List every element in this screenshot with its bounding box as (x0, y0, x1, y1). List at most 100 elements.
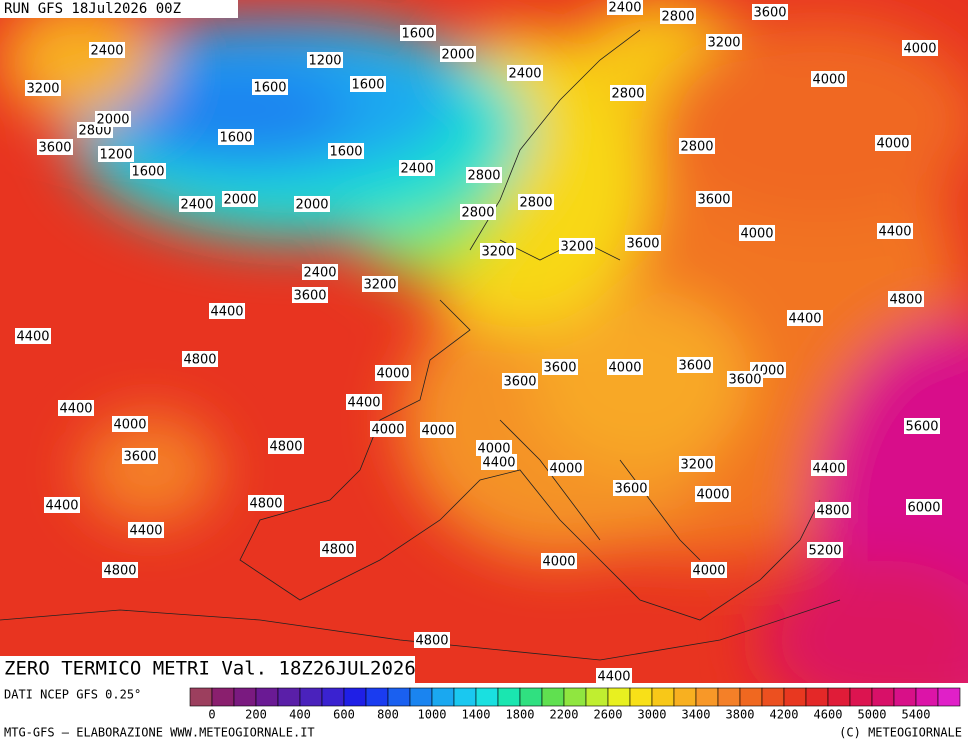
label-box (89, 42, 125, 58)
contour-label: 1600 (329, 145, 362, 160)
colorbar-tick-label: 400 (289, 708, 311, 722)
label-box (787, 310, 823, 326)
swatch (717, 687, 741, 707)
swatch (585, 687, 609, 707)
swatch (629, 687, 653, 707)
contour-label: 4800 (889, 293, 922, 308)
swatch (805, 687, 829, 707)
swatch (299, 687, 323, 707)
colorbar-tick-label: 5400 (902, 708, 931, 722)
swatch (607, 687, 631, 707)
contour-label: 5600 (905, 420, 938, 435)
swatch (761, 687, 785, 707)
contour-label: 3600 (38, 141, 71, 156)
contour-label: 1600 (351, 78, 384, 93)
label-box (752, 4, 788, 20)
contour-label: 2800 (519, 196, 552, 211)
label-box (248, 495, 284, 511)
colorbar: 0 200 400 600 800 1000 1400 1800 2200 2600 3000 340… (189, 687, 961, 722)
contour-label: 3600 (614, 482, 647, 497)
contour-label: 5200 (808, 544, 841, 559)
label-box (399, 160, 435, 176)
title-box (0, 656, 415, 683)
label-box (182, 351, 218, 367)
label-box (346, 394, 382, 410)
label-box (294, 196, 330, 212)
colorbar-tick-label: 1400 (462, 708, 491, 722)
contour-label: 4800 (249, 497, 282, 512)
swatch (343, 687, 367, 707)
contour-label: 4000 (477, 442, 510, 457)
label-box (15, 328, 51, 344)
source: DATI NCEP GFS 0.25° (4, 688, 141, 702)
label-box (95, 111, 131, 127)
swatch (255, 687, 279, 707)
label-box (607, 0, 643, 15)
contour-label: 4400 (812, 462, 845, 477)
label-box (902, 40, 938, 56)
contour-label: 4400 (129, 524, 162, 539)
contour-label: 3600 (728, 373, 761, 388)
swatch (673, 687, 697, 707)
contour-label: 3600 (503, 375, 536, 390)
colorbar-tick-label: 1000 (418, 708, 447, 722)
label-box (877, 223, 913, 239)
label-box (625, 235, 661, 251)
label-box (209, 303, 245, 319)
label-box (328, 143, 364, 159)
label-box (370, 421, 406, 437)
contour-label: 4000 (812, 73, 845, 88)
contour-label: 4400 (45, 499, 78, 514)
label-box (811, 71, 847, 87)
swatch (915, 687, 939, 707)
colorbar-tick-label: 200 (245, 708, 267, 722)
label-box (130, 163, 166, 179)
label-box (128, 522, 164, 538)
label-box (440, 46, 476, 62)
map-title: ZERO TERMICO METRI Val. 18Z26JUL2026 (4, 658, 416, 680)
label-box (696, 191, 732, 207)
contour-label: 4400 (347, 396, 380, 411)
contour-label: 4000 (113, 418, 146, 433)
contour-label: 3600 (543, 361, 576, 376)
colorbar-tick-label: 4600 (814, 708, 843, 722)
label-box (362, 276, 398, 292)
label-box (414, 632, 450, 648)
swatch (937, 687, 961, 707)
contour-label: 4800 (321, 543, 354, 558)
label-box (502, 373, 538, 389)
label-box (400, 25, 436, 41)
contour-label: 4400 (210, 305, 243, 320)
contour-label: 2000 (96, 113, 129, 128)
label-box (102, 562, 138, 578)
swatch (233, 687, 257, 707)
label-box (466, 167, 502, 183)
label-box (218, 129, 254, 145)
contour-label: 4400 (597, 670, 630, 685)
contour-label: 2400 (608, 1, 641, 16)
colorbar-tick-label: 2600 (594, 708, 623, 722)
contour-label: 4000 (692, 564, 725, 579)
label-box (58, 400, 94, 416)
map (0, 0, 968, 683)
label-box (320, 541, 356, 557)
label-box (906, 499, 942, 515)
label-box (541, 553, 577, 569)
colorbar-tick-label: 600 (333, 708, 355, 722)
contour-label: 3200 (26, 82, 59, 97)
contour-label: 4000 (740, 227, 773, 242)
label-box (815, 502, 851, 518)
contour-label: 3600 (626, 237, 659, 252)
label-box (307, 52, 343, 68)
contour-label: 3200 (363, 278, 396, 293)
label-box (875, 135, 911, 151)
colorbar-tick-label: 4200 (770, 708, 799, 722)
label-box (679, 456, 715, 472)
swatch (211, 687, 235, 707)
contour-label: 1600 (253, 81, 286, 96)
label-box (44, 497, 80, 513)
swatch (189, 687, 213, 707)
swatch (563, 687, 587, 707)
contour-label: 4800 (816, 504, 849, 519)
